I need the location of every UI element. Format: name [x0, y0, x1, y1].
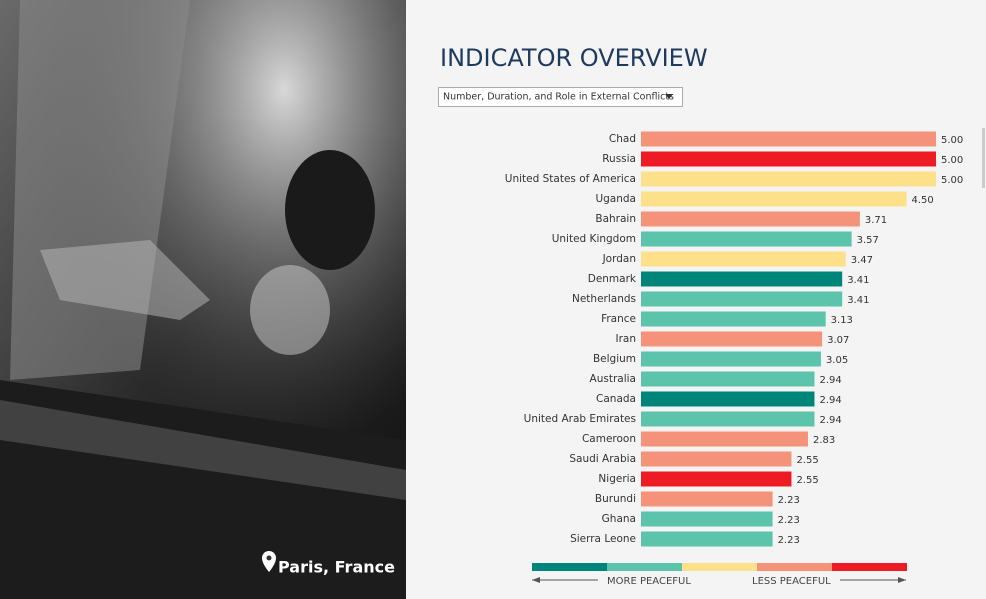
category-label: France	[601, 313, 636, 325]
value-label: 2.55	[796, 455, 818, 466]
value-label: 3.41	[847, 295, 869, 306]
category-label: Canada	[596, 393, 636, 405]
category-label: United Kingdom	[552, 233, 636, 245]
category-label: Australia	[590, 373, 636, 385]
bar	[641, 471, 792, 487]
category-label: Ghana	[602, 513, 636, 525]
value-label: 5.00	[941, 135, 963, 146]
legend-swatch	[607, 563, 682, 571]
legend-swatch	[832, 563, 907, 571]
category-label: Sierra Leone	[570, 533, 636, 545]
category-label: Chad	[609, 133, 636, 145]
value-label: 3.07	[827, 335, 849, 346]
value-label: 3.47	[851, 255, 873, 266]
bar	[641, 151, 936, 167]
bar	[641, 351, 821, 367]
bar	[641, 191, 907, 207]
value-label: 2.94	[819, 375, 841, 386]
bar	[641, 411, 815, 427]
value-label: 2.23	[778, 495, 800, 506]
value-label: 5.00	[941, 155, 963, 166]
bar	[641, 391, 815, 407]
category-label: United Arab Emirates	[524, 413, 636, 425]
arrow-left-head	[532, 577, 540, 583]
category-label: Russia	[602, 153, 636, 165]
category-label: Jordan	[602, 253, 636, 265]
photo-caption: Paris, France	[278, 558, 395, 577]
category-label: Cameroon	[582, 433, 636, 445]
category-label: Belgium	[593, 353, 636, 365]
value-label: 4.50	[912, 195, 934, 206]
category-label: United States of America	[505, 173, 636, 185]
legend-swatch	[757, 563, 832, 571]
bar	[641, 271, 843, 287]
legend-left-label: MORE PEACEFUL	[607, 576, 691, 587]
bar	[641, 231, 852, 247]
value-label: 2.94	[819, 415, 841, 426]
category-label: Saudi Arabia	[569, 453, 636, 465]
value-label: 2.23	[778, 535, 800, 546]
legend-right-label: LESS PEACEFUL	[752, 576, 831, 587]
category-label: Uganda	[595, 193, 636, 205]
bar	[641, 171, 936, 187]
bar	[641, 511, 773, 527]
chart-title: INDICATOR OVERVIEW	[440, 44, 708, 72]
category-label: Denmark	[588, 273, 637, 285]
bar	[641, 211, 860, 227]
scrollbar[interactable]	[982, 128, 985, 188]
value-label: 2.94	[819, 395, 841, 406]
value-label: 2.83	[813, 435, 835, 446]
category-label: Netherlands	[572, 293, 636, 305]
bar	[641, 491, 773, 507]
category-label: Iran	[615, 333, 636, 345]
dropdown[interactable]: Number, Duration, and Role in External C…	[438, 87, 683, 107]
value-label: 5.00	[941, 175, 963, 186]
value-label: 3.57	[857, 235, 879, 246]
bar	[641, 311, 826, 327]
bar	[641, 451, 792, 467]
value-label: 3.13	[831, 315, 853, 326]
bar	[641, 291, 843, 307]
bar	[641, 251, 846, 267]
value-label: 2.55	[796, 475, 818, 486]
value-label: 3.71	[865, 215, 887, 226]
bar	[641, 331, 823, 347]
bar	[641, 131, 936, 147]
value-label: 3.41	[847, 275, 869, 286]
bar	[641, 431, 808, 447]
category-label: Nigeria	[598, 473, 636, 485]
dropdown-text[interactable]: Number, Duration, and Role in External C…	[443, 92, 674, 103]
bar	[641, 531, 773, 547]
bar	[641, 371, 815, 387]
arrow-right-head	[898, 577, 906, 583]
legend-swatch	[532, 563, 607, 571]
legend-swatch	[682, 563, 757, 571]
photo: Paris, France	[0, 0, 406, 599]
category-label: Burundi	[595, 493, 636, 505]
value-label: 3.05	[826, 355, 848, 366]
category-label: Bahrain	[595, 213, 636, 225]
value-label: 2.23	[778, 515, 800, 526]
